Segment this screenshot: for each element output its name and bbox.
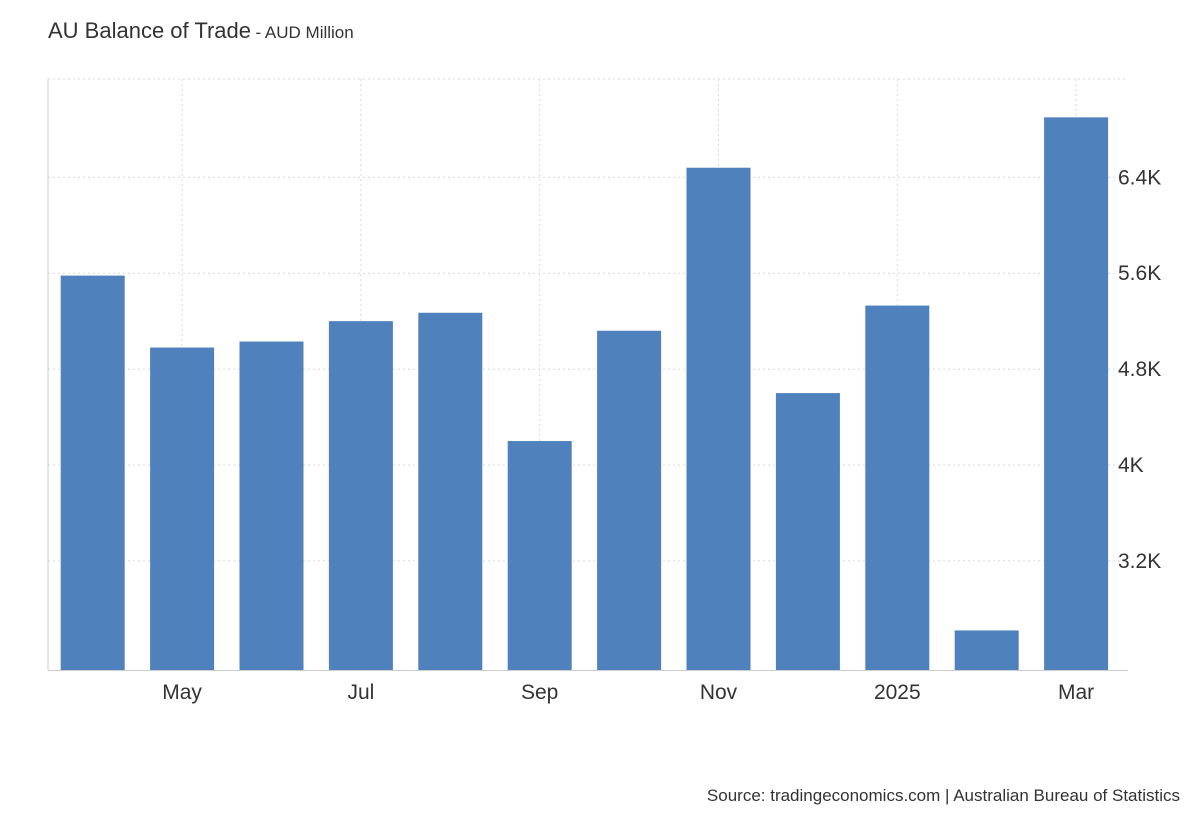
- y-tick-label: 5.6K: [1118, 262, 1161, 285]
- y-tick-label: 6.4K: [1118, 166, 1161, 189]
- bar[interactable]: [507, 441, 572, 670]
- x-tick-label: May: [162, 681, 202, 704]
- bar[interactable]: [686, 167, 751, 670]
- bar[interactable]: [954, 630, 1019, 670]
- x-tick-label: Jul: [347, 681, 374, 704]
- bar[interactable]: [418, 312, 483, 670]
- chart-title: AU Balance of Trade: [48, 18, 252, 43]
- tick-label-layer: May Jul Sep Nov 2025 Mar 3.2K 4K 4.8K 5.6K 6.4K: [162, 166, 1161, 704]
- x-tick-label: 2025: [874, 681, 921, 704]
- chart-title-block: AU Balance of Trade - AUD Million: [48, 18, 354, 44]
- x-tick-label: Nov: [700, 681, 738, 704]
- bar[interactable]: [60, 275, 125, 670]
- x-tick-label: Sep: [521, 681, 558, 704]
- y-tick-label: 4.8K: [1118, 358, 1161, 381]
- bar-layer: [60, 117, 1109, 670]
- bar[interactable]: [239, 341, 304, 670]
- bar[interactable]: [328, 321, 393, 670]
- x-tick-label: Mar: [1058, 681, 1094, 704]
- bar[interactable]: [597, 330, 662, 670]
- axis-layer: [47, 79, 1128, 671]
- bar[interactable]: [1044, 117, 1109, 670]
- y-tick-label: 3.2K: [1118, 550, 1161, 573]
- y-tick-label: 4K: [1118, 454, 1144, 477]
- bar[interactable]: [775, 393, 840, 670]
- chart-subtitle: - AUD Million: [255, 23, 354, 42]
- source-note: Source: tradingeconomics.com | Australia…: [706, 786, 1180, 805]
- bar[interactable]: [865, 305, 930, 670]
- bar[interactable]: [150, 347, 215, 670]
